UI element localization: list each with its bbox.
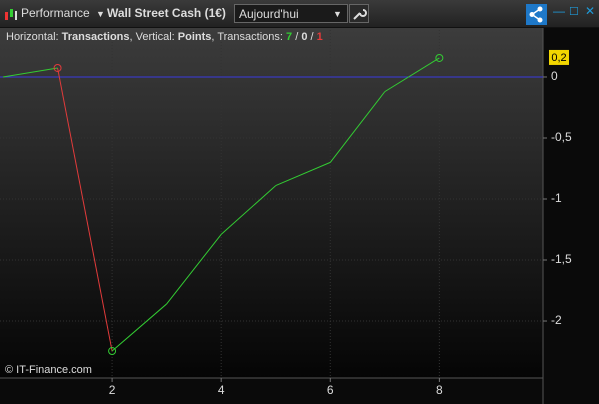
indicator-icon — [5, 9, 17, 20]
x-axis-panel — [0, 378, 543, 404]
maximize-button[interactable]: ☐ — [569, 6, 579, 18]
indicator-button[interactable]: Performance — [21, 6, 90, 20]
y-tick-label: -0,5 — [551, 130, 572, 144]
point-marker — [435, 53, 444, 62]
wrench-icon — [353, 9, 367, 20]
y-axis-panel — [543, 28, 599, 404]
info-h: Horizontal: — [6, 31, 62, 43]
info-x-label: Transactions — [62, 31, 130, 43]
info-t: , Transactions: — [211, 31, 286, 43]
period-select[interactable]: Aujourd'hui ▼ — [234, 4, 348, 23]
info-sep: / — [292, 31, 301, 43]
settings-button[interactable] — [349, 4, 369, 23]
point-marker — [108, 347, 117, 356]
y-tick-label: -1 — [551, 191, 562, 205]
chart: Horizontal: Transactions, Vertical: Poin… — [0, 28, 599, 404]
line-segment — [111, 303, 167, 352]
line-segment — [2, 67, 58, 78]
period-arrow: ▼ — [333, 9, 342, 19]
line-segment — [57, 67, 113, 352]
share-icon — [529, 6, 543, 23]
x-tick-label: 8 — [436, 383, 443, 397]
current-value-label: 0,2 — [551, 52, 566, 64]
line-segment — [329, 91, 386, 163]
info-y-label: Points — [178, 31, 212, 43]
info-sep: / — [307, 31, 316, 43]
point-marker — [53, 63, 62, 72]
line-segment — [166, 234, 222, 305]
line-segment — [384, 57, 440, 93]
current-value-box — [549, 49, 569, 65]
instrument-button[interactable]: Wall Street Cash (1€) — [107, 6, 226, 20]
info-losses: 1 — [317, 31, 323, 43]
period-text: Aujourd'hui — [239, 7, 299, 21]
y-tick-label: 0 — [551, 69, 558, 83]
info-wins: 7 — [286, 31, 292, 43]
toolbar: Performance ▼ Wall Street Cash (1€) Aujo… — [0, 0, 599, 28]
info-line: Horizontal: Transactions, Vertical: Poin… — [6, 31, 323, 43]
line-segment — [275, 161, 331, 187]
footer: © IT-Finance.com — [5, 364, 92, 376]
plot-background — [0, 28, 543, 378]
minimize-button[interactable]: — — [553, 4, 565, 18]
info-neutral: 0 — [301, 31, 307, 43]
x-tick-label: 4 — [218, 383, 225, 397]
x-tick-label: 2 — [109, 383, 116, 397]
share-button[interactable] — [526, 4, 547, 25]
y-tick-label: -2 — [551, 313, 562, 327]
dropdown-arrow[interactable]: ▼ — [96, 9, 105, 19]
y-tick-label: -1,5 — [551, 252, 572, 266]
line-segment — [220, 185, 277, 235]
x-tick-label: 6 — [327, 383, 334, 397]
close-button[interactable]: ✕ — [585, 4, 596, 18]
info-v: , Vertical: — [130, 31, 178, 43]
